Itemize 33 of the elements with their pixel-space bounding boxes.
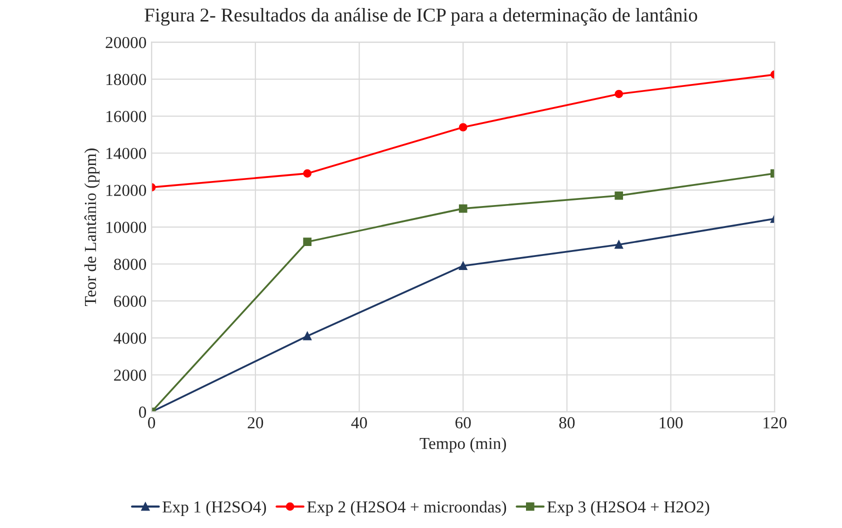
point — [614, 240, 624, 249]
point — [303, 169, 312, 178]
y-tick-label: 6000 — [114, 296, 146, 307]
y-axis-title: Teor de Lantânio (ppm) — [84, 148, 100, 306]
y-tick-label: 20000 — [106, 36, 146, 48]
y-tick-label: 0 — [139, 406, 146, 418]
chart-title: Figura 2- Resultados da análise de ICP para a determinação de lantânio — [144, 8, 698, 26]
point — [303, 238, 312, 246]
point — [614, 90, 624, 98]
x-axis-title: Tempo (min) — [420, 437, 506, 452]
x-tick-label: 20 — [248, 417, 264, 428]
legend-label: Exp 1 (H2SO4) — [162, 500, 266, 516]
x-tick-label: 0 — [148, 417, 156, 428]
point — [303, 332, 312, 340]
legend-label: Exp 3 (H2SO4 + H2O2) — [547, 500, 710, 516]
point — [614, 191, 624, 200]
y-tick-label: 10000 — [106, 222, 146, 233]
point — [458, 123, 468, 132]
y-tick-label: 18000 — [106, 74, 146, 86]
legend-label: Exp 2 (H2SO4 + microondas) — [307, 500, 506, 516]
x-tick-label: 60 — [455, 417, 471, 428]
x-tick-label: 40 — [351, 417, 367, 428]
y-tick-label: 12000 — [106, 184, 146, 196]
x-tick-label: 100 — [660, 417, 683, 428]
y-tick-label: 16000 — [106, 110, 146, 122]
y-tick-label: 8000 — [114, 258, 146, 270]
point — [458, 262, 468, 270]
point — [458, 204, 468, 213]
y-tick-label: 14000 — [106, 148, 146, 160]
x-tick-label: 80 — [559, 417, 575, 428]
y-tick-label: 2000 — [114, 370, 146, 381]
y-tick-label: 4000 — [114, 332, 146, 344]
x-tick-label: 120 — [764, 417, 787, 428]
